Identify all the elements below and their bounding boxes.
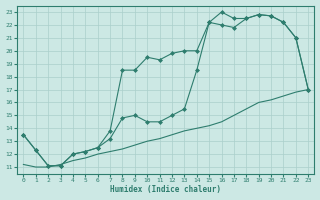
X-axis label: Humidex (Indice chaleur): Humidex (Indice chaleur) bbox=[110, 185, 221, 194]
